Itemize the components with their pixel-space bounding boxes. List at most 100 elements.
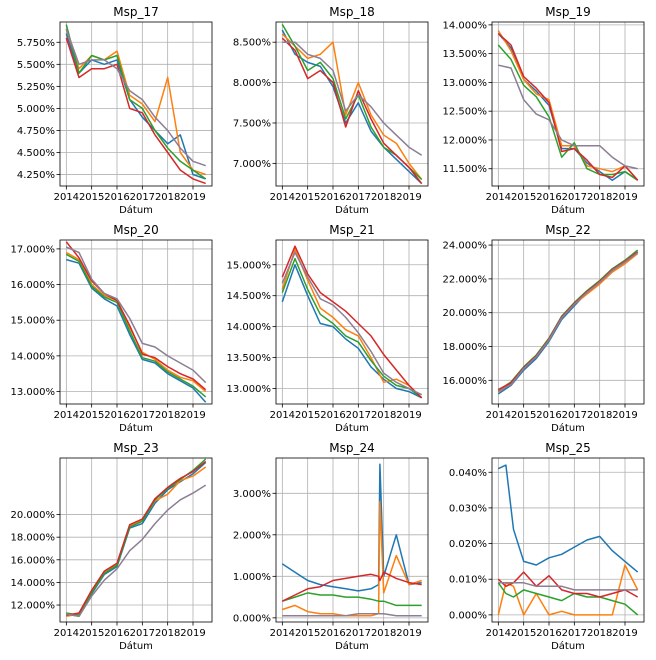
x-tick-label: 2019: [396, 192, 421, 203]
subplot-msp_24: Msp_24 2014 2015 2016 2017 2018 2019 0.000% 1.00…: [233, 441, 429, 652]
series-line-4: [281, 37, 423, 185]
series-line-1: [281, 29, 423, 185]
axes-frame: [59, 239, 213, 405]
x-tick-label: 2016: [320, 628, 345, 639]
x-tick-label: 2015: [79, 192, 104, 203]
x-tick-label: 2019: [612, 628, 637, 639]
series-line-5: [497, 252, 639, 392]
x-tick-label: 2014: [270, 410, 295, 421]
y-tick-label: 22.000%: [443, 274, 488, 285]
series-line-3: [497, 582, 639, 616]
y-tick-label: 13.000%: [11, 387, 56, 398]
subplot-title: Msp_22: [545, 223, 591, 237]
y-tick-label: 14.000%: [11, 351, 56, 362]
y-tick-label: 14.000%: [11, 578, 56, 589]
series-line-3: [281, 257, 423, 399]
x-tick-label: 2017: [130, 628, 155, 639]
x-axis-label: Dátum: [335, 422, 369, 434]
x-axis-label: Dátum: [551, 422, 585, 434]
x-tick-label: 2014: [486, 410, 511, 421]
y-tick-label: 7.500%: [233, 118, 271, 129]
y-tick-label: 0.040%: [449, 468, 487, 479]
y-tick-label: 0.020%: [449, 539, 487, 550]
y-tick-label: 5.750%: [17, 38, 55, 49]
x-tick-label: 2017: [346, 628, 371, 639]
x-tick-label: 2019: [180, 628, 205, 639]
series-line-5: [498, 582, 638, 591]
y-tick-label: 3.000%: [233, 489, 271, 500]
x-tick-label: 2019: [612, 410, 637, 421]
subplot-title: Msp_25: [545, 441, 591, 455]
x-axis-label: Dátum: [335, 640, 369, 652]
axes-frame: [491, 239, 645, 405]
series-line-2: [66, 466, 207, 618]
x-tick-label: 2014: [486, 192, 511, 203]
y-tick-label: 12.500%: [443, 107, 488, 118]
y-tick-label: 14.000%: [227, 322, 272, 333]
y-tick-label: 12.000%: [443, 135, 488, 146]
x-tick-label: 2016: [104, 410, 129, 421]
series-line-1: [281, 463, 422, 592]
y-tick-label: 12.000%: [11, 601, 56, 612]
y-tick-label: 14.000%: [443, 20, 488, 31]
x-tick-label: 2018: [155, 192, 180, 203]
series-line-5: [282, 41, 423, 156]
y-tick-label: 5.500%: [17, 60, 55, 71]
y-tick-label: 18.000%: [443, 342, 488, 353]
series-line-1: [497, 33, 639, 181]
y-tick-label: 2.000%: [233, 530, 271, 541]
y-tick-label: 18.000%: [11, 533, 56, 544]
series-line-1: [497, 464, 639, 573]
x-tick-label: 2015: [511, 410, 536, 421]
x-tick-label: 2015: [295, 628, 320, 639]
y-tick-label: 13.500%: [443, 49, 488, 60]
y-tick-label: 14.500%: [227, 291, 272, 302]
x-tick-label: 2018: [587, 192, 612, 203]
subplot-msp_23: Msp_23 2014 2015 2016 2017 2018 2019 12.000% 14.…: [11, 441, 213, 652]
series-line-3: [282, 592, 422, 607]
subplot-title: Msp_19: [545, 5, 591, 19]
x-axis-label: Dátum: [119, 422, 153, 434]
series-line-1: [65, 33, 206, 180]
series-line-4: [66, 460, 207, 616]
x-tick-label: 2018: [155, 410, 180, 421]
x-tick-label: 2017: [562, 410, 587, 421]
x-tick-label: 2019: [180, 192, 205, 203]
axes-frame: [59, 457, 213, 623]
subplot-title: Msp_21: [329, 223, 375, 237]
y-tick-label: 5.250%: [17, 82, 55, 93]
series-line-5: [65, 28, 206, 167]
x-tick-label: 2018: [155, 628, 180, 639]
x-tick-label: 2016: [536, 410, 561, 421]
series-line-3: [497, 249, 639, 392]
axes-frame: [275, 21, 429, 187]
series-line-5: [281, 251, 423, 396]
y-tick-label: 13.500%: [227, 353, 272, 364]
x-tick-label: 2015: [511, 192, 536, 203]
x-tick-label: 2017: [130, 192, 155, 203]
subplot-title: Msp_17: [113, 5, 159, 19]
y-tick-label: 8.000%: [233, 78, 271, 89]
x-tick-label: 2014: [54, 628, 79, 639]
y-tick-label: 0.010%: [449, 575, 487, 586]
y-tick-label: 20.000%: [11, 510, 56, 521]
y-tick-label: 0.000%: [449, 610, 487, 621]
y-tick-label: 7.000%: [233, 159, 271, 170]
series-line-2: [497, 564, 639, 616]
x-tick-label: 2019: [396, 628, 421, 639]
x-axis-label: Dátum: [335, 204, 369, 216]
subplot-msp_21: Msp_21 2014 2015 2016 2017 2018 2019 13.000% 13.…: [227, 223, 429, 434]
y-tick-label: 15.000%: [227, 260, 272, 271]
x-tick-label: 2015: [511, 628, 536, 639]
x-tick-label: 2017: [562, 628, 587, 639]
subplot-title: Msp_18: [329, 5, 375, 19]
y-tick-label: 8.500%: [233, 38, 271, 49]
x-tick-label: 2015: [79, 410, 104, 421]
series-line-1: [66, 461, 207, 618]
y-tick-label: 16.000%: [11, 555, 56, 566]
x-tick-label: 2015: [295, 192, 320, 203]
x-tick-label: 2016: [320, 192, 345, 203]
series-line-2: [281, 33, 423, 180]
y-tick-label: 4.250%: [17, 170, 55, 181]
y-tick-label: 0.000%: [233, 613, 271, 624]
